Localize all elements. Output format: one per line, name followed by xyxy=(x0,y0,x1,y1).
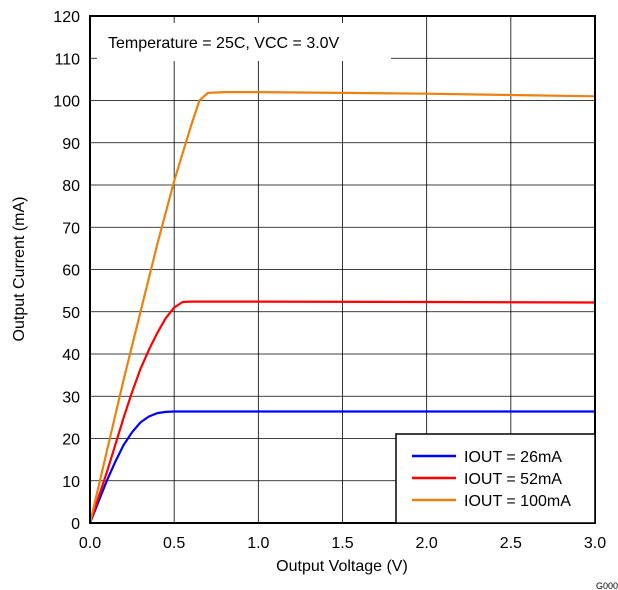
x-tick-label: 1.5 xyxy=(331,535,353,552)
x-tick-label: 3.0 xyxy=(584,535,606,552)
y-tick-label: 80 xyxy=(62,178,80,195)
y-tick-label: 50 xyxy=(62,305,80,322)
legend-label: IOUT = 52mA xyxy=(464,471,562,488)
legend-label: IOUT = 100mA xyxy=(464,493,571,510)
series-line-1 xyxy=(88,410,595,524)
y-tick-label: 60 xyxy=(62,263,80,280)
series-line-2 xyxy=(88,300,596,524)
series-line-3 xyxy=(88,91,596,524)
y-tick-label: 90 xyxy=(62,136,80,153)
x-tick-label: 1.0 xyxy=(247,535,269,552)
y-axis-label: Output Current (mA) xyxy=(11,197,28,342)
annotation-background xyxy=(97,23,391,61)
data-series xyxy=(88,91,596,524)
x-axis-label: Output Voltage (V) xyxy=(276,558,408,575)
y-tick-label: 10 xyxy=(62,474,80,491)
chart-annotation: Temperature = 25C, VCC = 3.0V xyxy=(108,35,340,52)
legend: IOUT = 26mA IOUT = 52mA IOUT = 100mA xyxy=(395,433,596,524)
y-tick-label: 100 xyxy=(53,94,80,111)
annotation-box: Temperature = 25C, VCC = 3.0V xyxy=(97,23,391,61)
x-tick-label: 0.5 xyxy=(163,535,185,552)
y-axis-ticks: 0 10 20 30 40 50 60 70 80 90 100 110 120 xyxy=(53,9,80,533)
y-tick-label: 30 xyxy=(62,389,80,406)
y-tick-label: 110 xyxy=(54,51,80,68)
plot-frame xyxy=(89,15,596,524)
x-axis-ticks: 0.0 0.5 1.0 1.5 2.0 2.5 3.0 xyxy=(79,535,606,552)
y-tick-label: 70 xyxy=(62,220,80,237)
figure-code: G000 xyxy=(596,581,618,590)
y-tick-label: 120 xyxy=(53,9,80,26)
y-tick-label: 0 xyxy=(71,516,80,533)
y-tick-label: 20 xyxy=(62,432,80,449)
y-tick-label: 40 xyxy=(62,347,80,364)
x-tick-label: 2.0 xyxy=(416,535,438,552)
x-tick-label: 2.5 xyxy=(500,535,522,552)
x-tick-label: 0.0 xyxy=(79,535,101,552)
grid-lines xyxy=(90,16,595,523)
legend-label: IOUT = 26mA xyxy=(464,449,562,466)
